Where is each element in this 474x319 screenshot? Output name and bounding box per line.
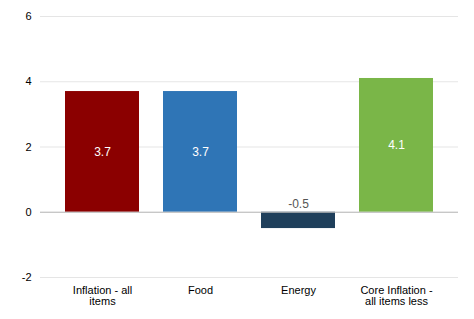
svg-text:Inflation - allitems: Inflation - allitems [73, 284, 132, 307]
svg-text:3.7: 3.7 [94, 145, 111, 159]
svg-text:0: 0 [25, 206, 31, 218]
svg-text:4.1: 4.1 [388, 138, 405, 152]
svg-text:4: 4 [25, 75, 31, 87]
svg-text:Energy: Energy [281, 284, 316, 296]
svg-text:Core Inflation -all items less: Core Inflation -all items less [360, 284, 432, 307]
svg-text:6: 6 [25, 10, 31, 22]
svg-text:-2: -2 [22, 271, 32, 283]
svg-text:3.7: 3.7 [192, 145, 209, 159]
svg-text:-0.5: -0.5 [288, 197, 309, 211]
svg-text:Food: Food [188, 284, 213, 296]
svg-text:2: 2 [25, 141, 31, 153]
